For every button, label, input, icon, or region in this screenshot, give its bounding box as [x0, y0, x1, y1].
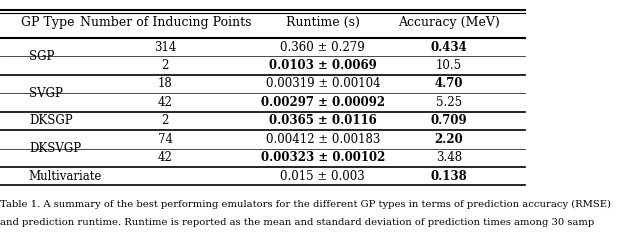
Text: SGP: SGP — [29, 50, 54, 63]
Text: 42: 42 — [158, 96, 173, 109]
Text: Accuracy (MeV): Accuracy (MeV) — [398, 16, 500, 29]
Text: 0.0365 ± 0.0116: 0.0365 ± 0.0116 — [269, 114, 377, 127]
Text: SVGP: SVGP — [29, 87, 63, 100]
Text: 2.20: 2.20 — [435, 133, 463, 146]
Text: 314: 314 — [154, 41, 177, 53]
Text: and prediction runtime. Runtime is reported as the mean and standard deviation o: and prediction runtime. Runtime is repor… — [0, 218, 595, 227]
Text: 0.434: 0.434 — [431, 41, 467, 53]
Text: 0.00412 ± 0.00183: 0.00412 ± 0.00183 — [266, 133, 380, 146]
Text: 0.138: 0.138 — [431, 170, 467, 183]
Text: DKSVGP: DKSVGP — [29, 142, 81, 155]
Text: 3.48: 3.48 — [436, 151, 462, 164]
Text: Runtime (s): Runtime (s) — [286, 16, 360, 29]
Text: 0.709: 0.709 — [431, 114, 467, 127]
Text: GP Type: GP Type — [21, 16, 74, 29]
Text: 74: 74 — [158, 133, 173, 146]
Text: DKSGP: DKSGP — [29, 114, 72, 127]
Text: 0.360 ± 0.279: 0.360 ± 0.279 — [280, 41, 365, 53]
Text: 2: 2 — [162, 59, 169, 72]
Text: 18: 18 — [158, 77, 173, 91]
Text: Multivariate: Multivariate — [29, 170, 102, 183]
Text: 5.25: 5.25 — [436, 96, 462, 109]
Text: 0.015 ± 0.003: 0.015 ± 0.003 — [280, 170, 365, 183]
Text: 10.5: 10.5 — [436, 59, 462, 72]
Text: 0.0103 ± 0.0069: 0.0103 ± 0.0069 — [269, 59, 377, 72]
Text: 0.00323 ± 0.00102: 0.00323 ± 0.00102 — [260, 151, 385, 164]
Text: Number of Inducing Points: Number of Inducing Points — [79, 16, 251, 29]
Text: 42: 42 — [158, 151, 173, 164]
Text: 0.00319 ± 0.00104: 0.00319 ± 0.00104 — [266, 77, 380, 91]
Text: 2: 2 — [162, 114, 169, 127]
Text: Table 1. A summary of the best performing emulators for the different GP types i: Table 1. A summary of the best performin… — [0, 200, 611, 209]
Text: 4.70: 4.70 — [435, 77, 463, 91]
Text: 0.00297 ± 0.00092: 0.00297 ± 0.00092 — [261, 96, 385, 109]
